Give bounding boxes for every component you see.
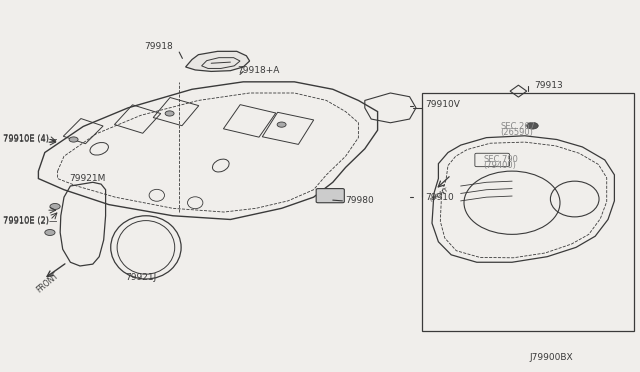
Circle shape	[45, 230, 55, 235]
Text: 79910E (2)—: 79910E (2)—	[3, 217, 58, 226]
FancyBboxPatch shape	[316, 189, 344, 203]
Text: FRONT: FRONT	[429, 187, 450, 203]
Text: J79900BX: J79900BX	[529, 353, 573, 362]
Text: 79918: 79918	[144, 42, 173, 51]
Polygon shape	[186, 51, 250, 71]
Text: (79400): (79400)	[483, 161, 516, 170]
Bar	[422, 93, 634, 331]
Circle shape	[165, 111, 174, 116]
Text: 79910V: 79910V	[426, 100, 460, 109]
Text: (26590): (26590)	[500, 128, 533, 137]
Text: SEC.790: SEC.790	[483, 155, 518, 164]
Text: 79913: 79913	[534, 81, 563, 90]
Text: 79910E (4)—: 79910E (4)—	[3, 135, 58, 144]
Circle shape	[527, 122, 538, 129]
Text: 79921J: 79921J	[125, 273, 156, 282]
Circle shape	[50, 203, 60, 209]
Text: 79910: 79910	[426, 193, 454, 202]
Text: 79910E (4): 79910E (4)	[3, 134, 49, 143]
Text: 79910E (2): 79910E (2)	[3, 216, 49, 225]
Text: 79921M: 79921M	[69, 174, 106, 183]
Text: 79918+A: 79918+A	[237, 66, 279, 75]
Text: SEC.267: SEC.267	[500, 122, 536, 131]
Text: FRONT: FRONT	[35, 271, 61, 295]
Text: 79980: 79980	[346, 196, 374, 205]
Circle shape	[69, 137, 78, 142]
Circle shape	[277, 122, 286, 127]
